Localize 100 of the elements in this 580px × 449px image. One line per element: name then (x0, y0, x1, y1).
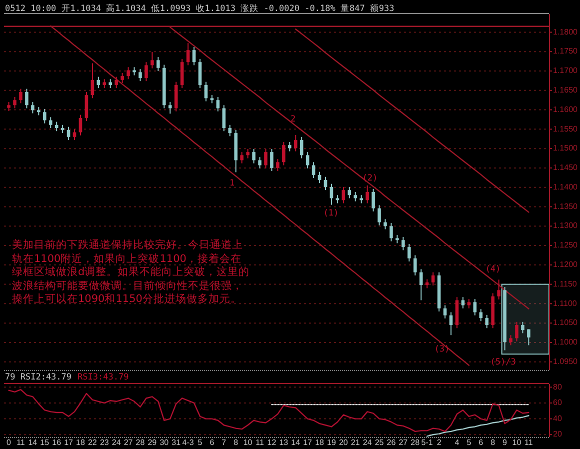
candlestick (264, 148, 268, 169)
candlestick (366, 184, 369, 204)
candlestick (515, 321, 518, 342)
candlestick (390, 222, 393, 242)
chart-subtitle: RSI3:43.79 (78, 372, 129, 382)
x-tick-label: 24 (362, 438, 372, 447)
annotation: (2) (362, 173, 378, 184)
candlestick (120, 72, 124, 84)
x-tick-label: 23 (100, 438, 110, 447)
annotation: (4) (485, 264, 501, 274)
y-tick-label: 1.1000 (553, 338, 578, 347)
y-tick-label: 20 (553, 430, 562, 439)
y-tick-label: 1.0950 (553, 356, 578, 366)
annotation: (3) (434, 344, 450, 354)
candlestick (419, 268, 423, 301)
y-tick-label: 1.1800 (553, 27, 578, 36)
x-tick-label: 2 (436, 438, 442, 447)
x-tick-label: 0 (6, 438, 12, 447)
candlestick (354, 192, 358, 202)
annotation: 2 (290, 114, 296, 124)
y-tick-label: 80 (553, 382, 562, 392)
candlestick (19, 88, 22, 104)
x-tick-label: 11 (16, 438, 26, 447)
candlestick (138, 68, 142, 82)
x-tick-label: 14 (291, 438, 301, 447)
y-tick-label: 1.1350 (553, 202, 578, 211)
candlestick (485, 314, 488, 329)
x-tick-label: 5 (198, 438, 203, 447)
x-tick-label: 6 (210, 438, 215, 447)
candlestick (144, 62, 148, 82)
y-tick-label: 1.1700 (553, 66, 578, 76)
x-tick-label: 17 (303, 438, 313, 447)
y-tick-label: 40 (553, 414, 562, 423)
candlestick (240, 152, 244, 164)
x-tick-label: 6 (478, 438, 484, 447)
candlestick (300, 136, 304, 159)
y-tick-label: 1.1750 (553, 46, 578, 56)
candlestick (324, 176, 328, 191)
x-tick-label: 4 (454, 438, 460, 447)
candlestick (114, 76, 118, 89)
annotation: 美加目前的下跌通道保持比较完好。今日通道上轨在1100附近，如果向上突破1100，接着会在绿框区域做浪d调整。如果不能向上突破，这里的波浪结构可能要做微调。目前倾向性不是很强，操作上可以在1090和1150分批进场做多加元。 (12, 239, 251, 306)
candlestick (527, 328, 530, 346)
candlestick (288, 141, 292, 152)
y-tick-label: 1.1150 (553, 279, 578, 288)
candlestick (222, 104, 226, 132)
y-tick-label: 1.1400 (553, 182, 578, 192)
x-tick-label: 12 (267, 438, 277, 447)
candlestick (186, 42, 190, 66)
line-series (426, 415, 530, 437)
candlestick (48, 116, 52, 129)
candlestick (174, 81, 178, 112)
candlestick (192, 46, 196, 66)
candlestick (449, 312, 453, 336)
chart-title: 0512 10:00 开1.1034 高1.1034 低1.0993 收1.1013 涨跌 -0.0020 -0.18% 量847 额933 (5, 2, 394, 14)
y-tick-label: 1.1050 (553, 318, 578, 328)
x-tick-label: 19 (327, 438, 336, 447)
x-tick-label: 27 (124, 438, 134, 447)
x-tick-label: 20 (338, 438, 348, 447)
y-tick-label: 1.1250 (553, 240, 578, 250)
candlestick (509, 334, 512, 346)
candlestick (84, 91, 88, 122)
candlestick (342, 186, 346, 204)
candlestick (228, 124, 232, 137)
y-tick-label: 1.1100 (553, 298, 578, 308)
x-tick-label: 4-3 (182, 438, 194, 447)
x-tick-label: 28 (410, 438, 420, 447)
x-tick-label: 8 (234, 438, 239, 447)
y-tick-label: 1.1500 (553, 144, 578, 153)
y-tick-label: 1.1200 (553, 260, 578, 270)
x-tick-label: 22 (88, 438, 98, 447)
candlestick (312, 162, 316, 179)
x-tick-label: 26 (386, 438, 396, 447)
candlestick (78, 114, 82, 136)
candlestick (282, 141, 286, 166)
x-tick-label: 13 (279, 438, 289, 447)
candlestick (443, 304, 447, 319)
candlestick (473, 298, 477, 316)
annotation: (1) (323, 208, 339, 218)
x-tick-label: 21 (350, 438, 360, 447)
x-tick-label: 8 (490, 438, 496, 447)
x-tick-label: 16 (52, 438, 62, 447)
candlestick (150, 52, 154, 69)
candlestick (258, 156, 262, 169)
x-tick-label: 7 (222, 438, 227, 447)
x-tick-label: 5 (466, 438, 472, 447)
x-tick-label: 17 (64, 438, 74, 447)
candlestick (521, 321, 524, 334)
candlestick (348, 186, 352, 199)
candlestick (156, 56, 160, 72)
x-tick-label: 14 (28, 438, 38, 447)
candlestick (168, 102, 172, 114)
candlestick (384, 218, 387, 230)
x-tick-label: 15 (40, 438, 50, 447)
candlestick (25, 88, 28, 109)
x-tick-label: 31 (172, 438, 182, 447)
x-tick-label: 18 (76, 438, 86, 447)
y-tick-label: 60 (553, 398, 562, 408)
x-tick-label: 11 (524, 438, 534, 447)
y-tick-label: 1.1550 (553, 124, 578, 134)
x-tick-label: 10 (512, 438, 522, 447)
